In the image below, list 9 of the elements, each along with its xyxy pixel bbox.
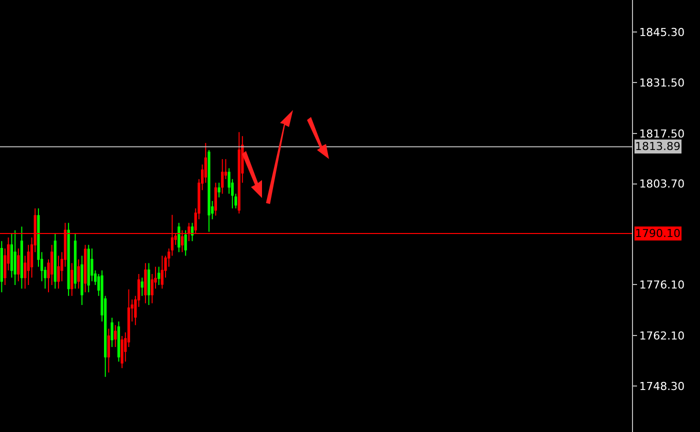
- y-tick-label: 1817.50: [639, 127, 685, 140]
- y-tick-label: 1845.30: [639, 26, 685, 39]
- y-tick-label: 1831.50: [639, 76, 685, 90]
- y-tick-label: 1776.10: [639, 278, 685, 292]
- y-tick-label: 1803.70: [639, 178, 685, 191]
- ref-line-label: 1813.89: [635, 140, 680, 153]
- y-tick-label: 1762.10: [639, 330, 685, 343]
- ref-line-label: 1790.10: [635, 227, 680, 240]
- y-tick-label: 1748.30: [639, 380, 685, 393]
